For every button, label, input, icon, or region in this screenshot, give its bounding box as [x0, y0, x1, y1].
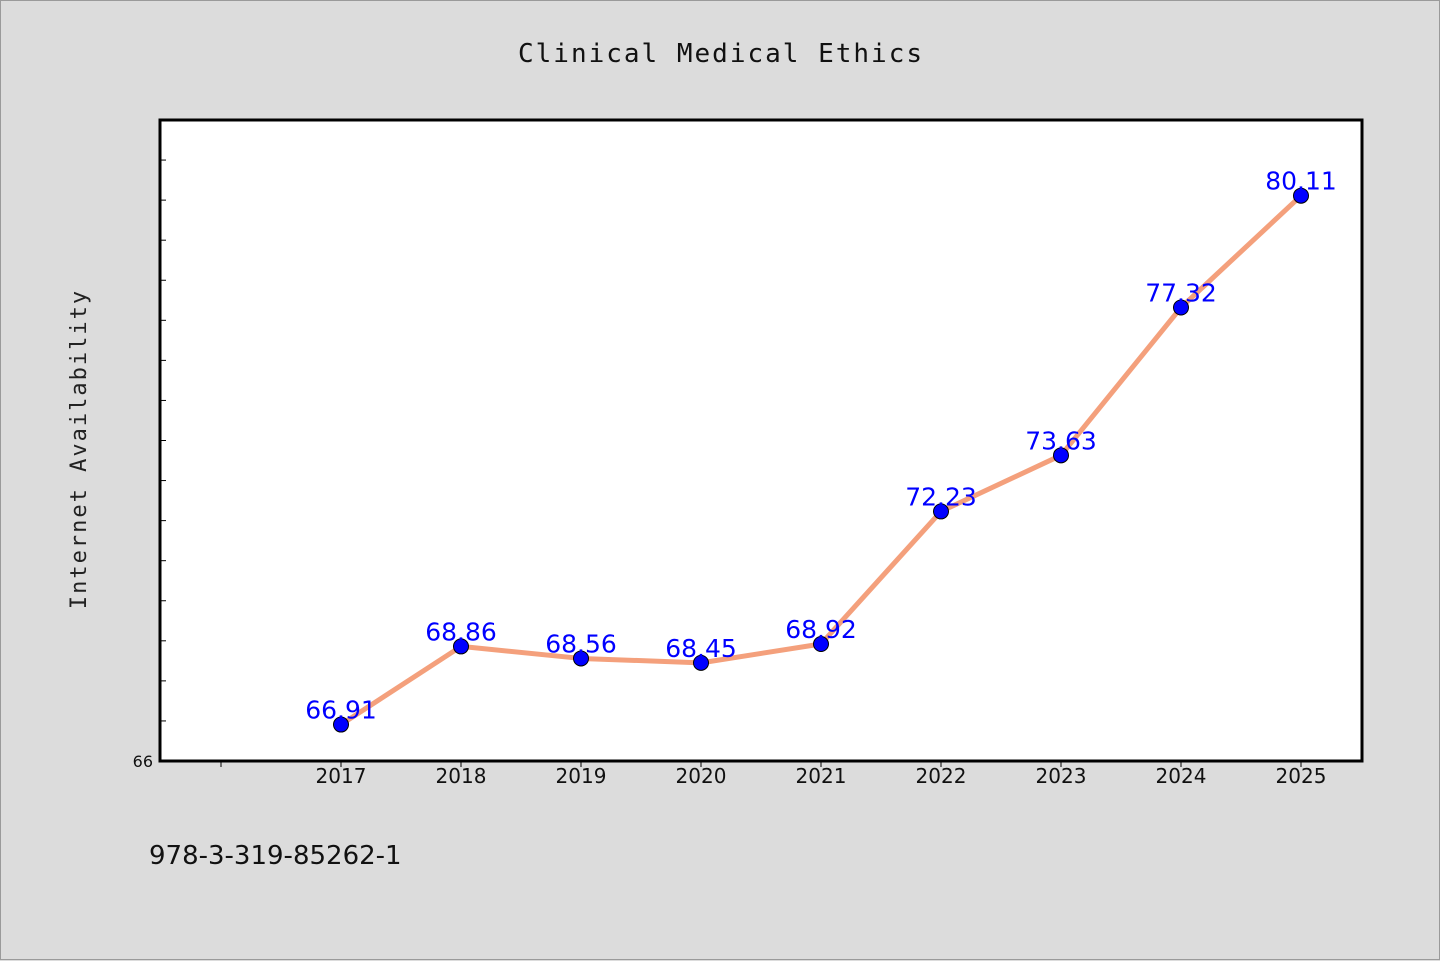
data-point: [453, 638, 469, 655]
data-point: [1293, 187, 1309, 204]
data-label: 80.11: [1265, 167, 1337, 196]
data-label: 68.86: [425, 617, 497, 646]
x-tick-label: 2022: [916, 764, 967, 788]
data-point: [693, 654, 709, 671]
data-label: 77.32: [1145, 278, 1217, 307]
x-tick-label: 2020: [676, 764, 727, 788]
x-tick-label: 2025: [1276, 764, 1327, 788]
data-label: 68.56: [545, 629, 617, 658]
y-tick-label: 66: [133, 752, 153, 771]
data-point: [933, 503, 949, 520]
x-tick-label: 2018: [436, 764, 487, 788]
data-point: [573, 650, 589, 667]
data-label: 66.91: [305, 696, 377, 725]
data-point: [1053, 447, 1069, 464]
series-markers: [333, 187, 1309, 733]
chart-title: Clinical Medical Ethics: [518, 39, 924, 69]
y-axis-label: Internet Availability: [67, 289, 92, 609]
x-axis-ticks: 2017 2018 2019 2020 2021 2022 2023 2024 2025: [220, 761, 1327, 788]
data-label: 68.92: [785, 615, 857, 644]
data-point: [813, 636, 829, 653]
data-label: 73.63: [1025, 426, 1097, 455]
data-label: 68.45: [665, 634, 737, 663]
data-labels: 66.91 68.86 68.56 68.45 68.92 72.23 73.63 77.32…: [305, 167, 1337, 725]
x-tick-label: 2017: [316, 764, 367, 788]
x-tick-label: 2024: [1156, 764, 1207, 788]
x-tick-label: 2019: [556, 764, 607, 788]
data-point: [1173, 299, 1189, 316]
data-label: 72.23: [905, 482, 977, 511]
isbn-text: 978-3-319-85262-1: [149, 841, 402, 871]
data-point: [333, 716, 349, 733]
x-tick-label: 2021: [796, 764, 847, 788]
y-axis-ticks: [159, 119, 166, 762]
x-tick-label: 2023: [1036, 764, 1087, 788]
plot-area: [158, 118, 1364, 763]
